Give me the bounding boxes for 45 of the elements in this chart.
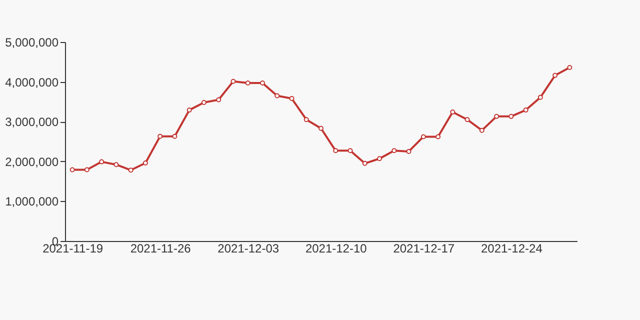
point <box>260 80 265 86</box>
point <box>420 134 426 140</box>
point <box>318 126 324 131</box>
point <box>406 148 412 154</box>
point <box>245 80 250 86</box>
point <box>377 156 382 162</box>
point <box>567 64 572 70</box>
point <box>172 134 178 139</box>
y-tick-label: 4,000,000 <box>5 75 59 90</box>
point <box>186 108 192 113</box>
point <box>348 148 353 154</box>
y-tick-label: 1,000,000 <box>5 194 59 209</box>
point <box>508 114 514 119</box>
point <box>230 78 236 84</box>
point <box>304 117 309 122</box>
x-tick-label: 2021-12-24 <box>480 242 543 256</box>
y-tick-label: 5,000,000 <box>5 36 59 50</box>
point <box>450 110 456 115</box>
point <box>158 134 163 139</box>
y-tick-label: 2,000,000 <box>5 154 59 169</box>
point <box>392 148 397 154</box>
point <box>494 114 500 119</box>
point <box>289 96 294 102</box>
point <box>128 168 134 173</box>
point <box>201 100 206 105</box>
point <box>70 167 75 172</box>
x-tick-label: 2021-12-03 <box>218 242 280 256</box>
point <box>84 167 90 172</box>
point <box>114 162 119 168</box>
point <box>99 159 104 164</box>
point <box>333 148 338 154</box>
x-tick-label: 2021-12-17 <box>393 242 455 256</box>
point <box>523 108 528 113</box>
point <box>552 72 558 78</box>
point <box>538 94 543 100</box>
point <box>362 160 368 166</box>
point <box>142 160 148 166</box>
x-tick-label: 2021-12-10 <box>305 242 368 256</box>
point <box>274 93 280 98</box>
y-tick-label: 3,000,000 <box>5 115 59 130</box>
point <box>216 97 222 102</box>
point <box>436 134 441 140</box>
x-tick-label: 2021-11-26 <box>130 242 192 256</box>
point <box>479 128 484 133</box>
point <box>464 117 470 122</box>
